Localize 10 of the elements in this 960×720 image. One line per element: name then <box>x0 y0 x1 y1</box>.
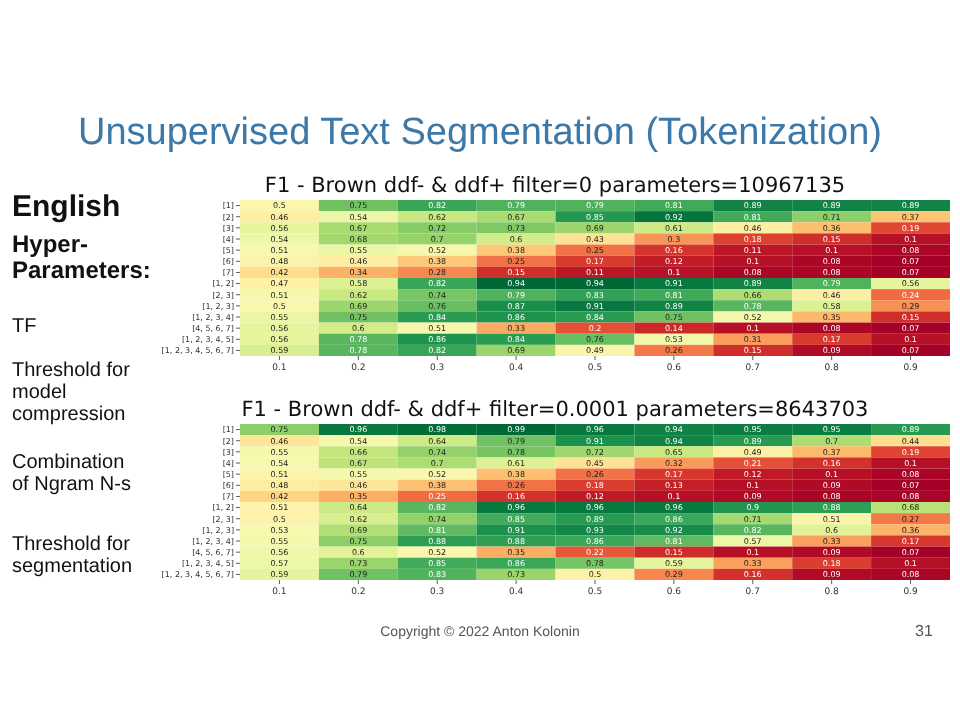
text: TF <box>12 316 37 338</box>
text: Combination of Ngram N-s <box>12 452 131 496</box>
text: Unsupervised Text Segmentation (Tokenization) <box>77 112 883 154</box>
text: Hyper-Parameters: <box>12 230 151 285</box>
text: Threshold for model compression <box>12 360 132 426</box>
chart-title: F1 - Brown ddf- & ddf+ filter=0 parameters=10967135 <box>264 174 846 198</box>
text: English <box>12 190 121 224</box>
text: 31 <box>915 622 934 640</box>
chart-title: F1 - Brown ddf- & ddf+ filter=0.0001 parameters=8643703 <box>241 398 869 422</box>
text: Threshold for segmentation <box>12 534 133 578</box>
